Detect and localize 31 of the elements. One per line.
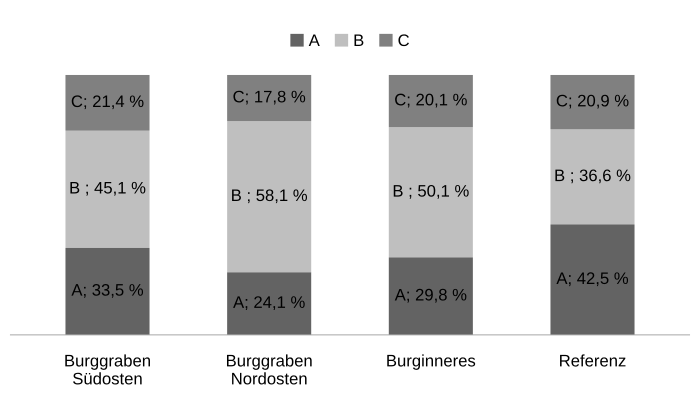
bar <box>227 272 312 335</box>
data-label: B ; 58,1 % <box>232 189 308 204</box>
bar <box>65 74 150 131</box>
bar <box>65 248 150 335</box>
x-tick-label: Burggraben Nordosten <box>226 354 312 385</box>
data-label: B ; 36,6 % <box>555 169 630 184</box>
data-label: C; 20,1 % <box>395 94 467 108</box>
data-label: C; 17,8 % <box>233 90 306 104</box>
bar <box>65 130 150 248</box>
data-label: A; 29,8 % <box>394 288 466 303</box>
x-tick-label: Burginneres <box>387 354 476 370</box>
legend-label: A <box>308 34 320 46</box>
x-tick-label: Referenz <box>560 354 626 367</box>
data-label: A; 33,5 % <box>71 284 144 298</box>
bar <box>550 74 635 130</box>
data-label: B ; 45,1 % <box>70 182 146 196</box>
data-label: B ; 50,1 % <box>394 184 469 199</box>
legend-label: B <box>354 34 364 46</box>
bar <box>227 121 312 272</box>
legend-label: C <box>398 34 409 46</box>
bar <box>550 129 635 224</box>
data-label: C; 21,4 % <box>72 95 144 110</box>
bar <box>388 74 473 128</box>
data-label: C; 20,9 % <box>556 94 628 108</box>
bar <box>227 74 312 122</box>
data-label: A; 24,1 % <box>233 296 305 310</box>
bar <box>388 127 473 258</box>
bar <box>550 224 635 335</box>
data-label: A; 42,5 % <box>556 272 628 286</box>
x-tick-label: Burggraben Südosten <box>65 354 150 385</box>
bar <box>388 257 473 335</box>
